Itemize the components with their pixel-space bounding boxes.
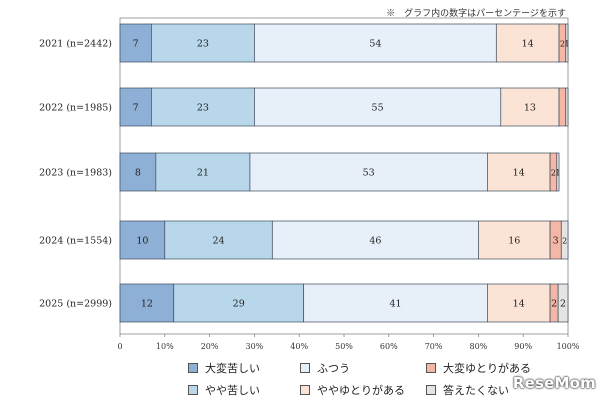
data-label: 8: [135, 168, 141, 179]
x-tick-label: 0: [117, 342, 122, 351]
data-label: 41: [389, 299, 401, 310]
bar-segment: [557, 283, 569, 323]
legend-swatch: [188, 385, 198, 395]
legend-swatch: [426, 385, 436, 395]
bar-segment: [119, 87, 152, 127]
legend-swatch: [300, 363, 310, 373]
data-label: 2: [560, 299, 566, 310]
category-label: 2021 (n=2442): [39, 39, 112, 50]
data-label: 14: [513, 299, 525, 310]
bar-segment: [164, 220, 273, 260]
legend-swatch: [188, 363, 198, 373]
data-label: 12: [141, 299, 153, 310]
legend-item: やや苦しい: [188, 382, 300, 398]
bar-segment: [487, 152, 551, 192]
data-label: 2: [551, 299, 557, 310]
category-label: 2022 (n=1985): [39, 103, 112, 114]
bar-segment: [173, 283, 305, 323]
legend-label: ややゆとりがある: [317, 384, 405, 397]
x-tick-label: 70%: [425, 342, 443, 351]
bar-segment: [500, 87, 560, 127]
data-label: 2: [560, 40, 565, 49]
x-tick-label: 50%: [335, 342, 353, 351]
legend-label: 大変苦しい: [205, 362, 260, 375]
bar-segment: [151, 23, 255, 63]
legend-item: 大変ゆとりがある: [426, 360, 566, 376]
x-tick-label: 80%: [470, 342, 488, 351]
data-label: 21: [197, 168, 209, 179]
bar-segment: [249, 152, 488, 192]
x-tick-label: 10%: [156, 342, 174, 351]
legend-label: ふつう: [317, 362, 350, 375]
data-label: 46: [369, 236, 381, 247]
bar-segment: [155, 152, 251, 192]
legend-item: ややゆとりがある: [300, 382, 426, 398]
bar-segment: [478, 220, 551, 260]
category-label: 2025 (n=2999): [39, 299, 112, 310]
bar-segment: [119, 220, 166, 260]
legend-item: 答えたくない: [426, 382, 566, 398]
data-label: 1: [564, 40, 569, 49]
bar-segment: [560, 220, 569, 260]
category-label: 2023 (n=1983): [39, 168, 112, 179]
data-label: 3: [553, 236, 559, 247]
x-tick-label: 90%: [514, 342, 532, 351]
data-label: 1: [555, 169, 560, 178]
x-tick-label: 60%: [380, 342, 398, 351]
bar-segment: [119, 283, 175, 323]
data-label: 14: [522, 39, 534, 50]
data-label: 55: [372, 103, 384, 114]
legend-label: 大変ゆとりがある: [443, 362, 531, 375]
chart-legend: 大変苦しい ふつう 大変ゆとりがあるやや苦しい ややゆとりがある 答えたくない: [188, 360, 578, 398]
legend-swatch: [426, 363, 436, 373]
x-tick-label: 40%: [290, 342, 308, 351]
x-tick-label: 20%: [201, 342, 219, 351]
data-label: 23: [197, 103, 209, 114]
data-label: 29: [233, 299, 245, 310]
legend-item: 大変苦しい: [188, 360, 300, 376]
bar-segment: [487, 283, 551, 323]
bar-segment: [556, 152, 560, 192]
x-tick-label: 30%: [246, 342, 264, 351]
category-label: 2024 (n=1554): [39, 236, 112, 247]
chart-note: ※ グラフ内の数字はパーセンテージを示す: [386, 9, 566, 19]
data-label: 2: [551, 169, 556, 178]
x-tick-label: 100%: [557, 342, 580, 351]
data-label: 2: [562, 237, 567, 246]
resemom-logo: ReseMom: [512, 374, 596, 392]
data-label: 24: [213, 236, 225, 247]
data-label: 23: [197, 39, 209, 50]
data-label: 16: [508, 236, 520, 247]
data-label: 14: [513, 168, 525, 179]
legend-label: やや苦しい: [205, 384, 260, 397]
data-label: 10: [136, 236, 148, 247]
bar-segment: [565, 23, 569, 63]
data-label: 54: [369, 39, 381, 50]
bar-segment: [565, 87, 569, 127]
bar-segment: [558, 87, 567, 127]
bar-segment: [119, 152, 157, 192]
legend-item: ふつう: [300, 360, 426, 376]
data-label: 53: [363, 168, 375, 179]
bar-segment: [254, 87, 502, 127]
bar-segment: [303, 283, 488, 323]
legend-swatch: [300, 385, 310, 395]
legend-label: 答えたくない: [443, 384, 509, 397]
data-label: 13: [524, 103, 536, 114]
bar-segment: [271, 220, 479, 260]
data-label: 7: [133, 103, 139, 114]
data-label: 7: [133, 39, 139, 50]
